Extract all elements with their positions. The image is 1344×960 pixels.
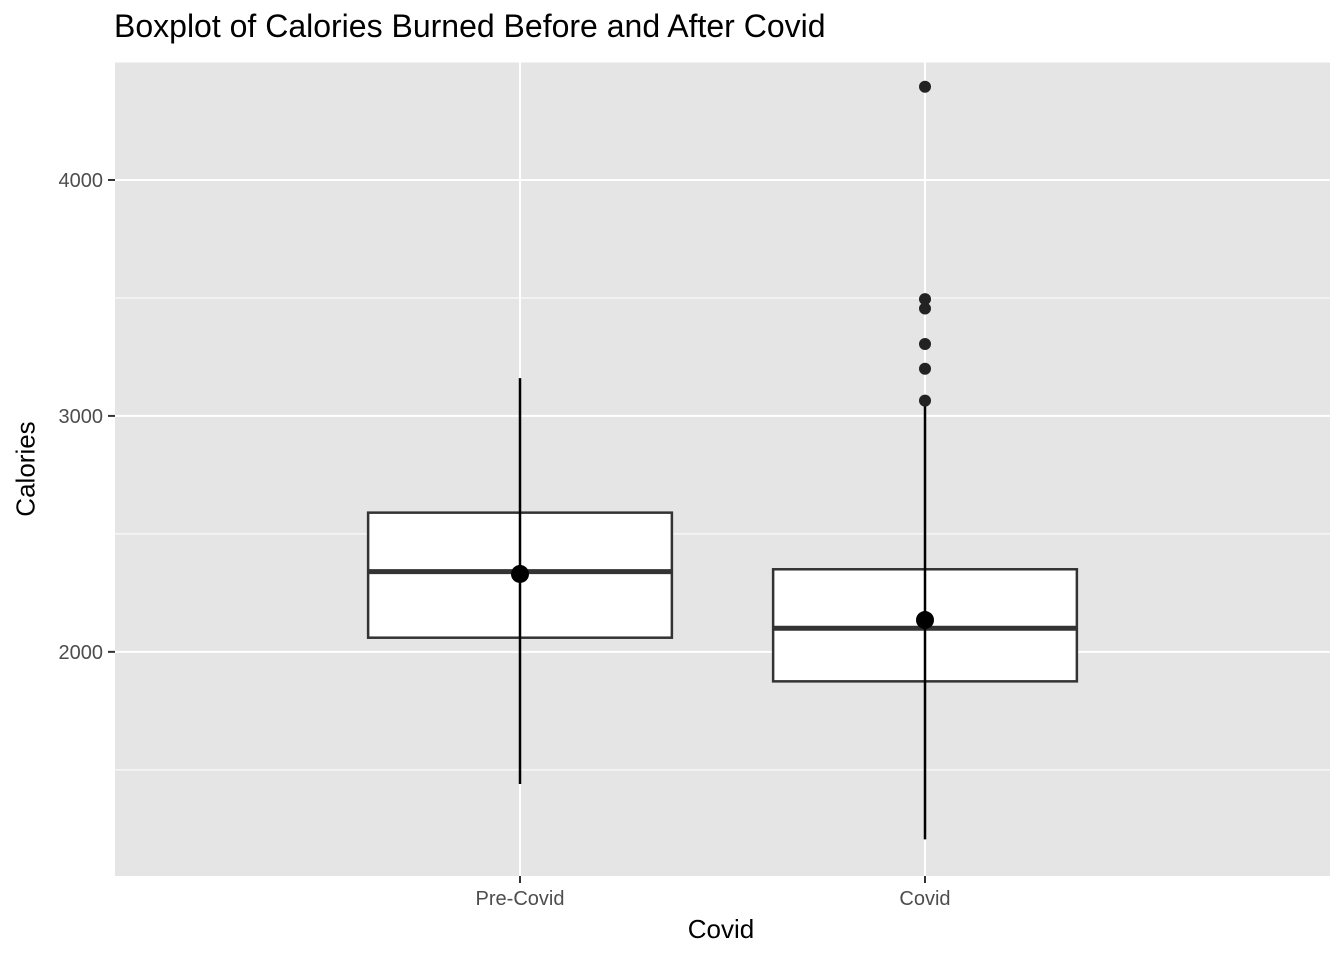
plot-panel bbox=[115, 62, 1330, 876]
x-tick-label: Covid bbox=[899, 888, 950, 910]
mean-point bbox=[916, 611, 934, 630]
x-tick-label: Pre-Covid bbox=[476, 888, 565, 910]
y-tick-label: 3000 bbox=[59, 406, 104, 428]
x-axis: Pre-Covid Covid bbox=[476, 876, 951, 910]
outlier-point bbox=[919, 302, 931, 315]
mean-point bbox=[511, 564, 529, 583]
y-tick-label: 2000 bbox=[59, 642, 104, 664]
outlier-point bbox=[919, 337, 931, 350]
outlier-point bbox=[919, 362, 931, 375]
box-covid bbox=[771, 80, 1079, 840]
box-pre-covid bbox=[366, 378, 674, 784]
y-tick-label: 4000 bbox=[59, 170, 104, 192]
chart-title: Boxplot of Calories Burned Before and Af… bbox=[114, 8, 826, 44]
outlier-point bbox=[919, 293, 931, 306]
outlier-point bbox=[919, 394, 931, 407]
x-axis-title: Covid bbox=[687, 914, 755, 944]
y-axis: 2000 3000 4000 bbox=[59, 170, 115, 664]
box-group bbox=[366, 80, 1079, 840]
outlier-point bbox=[919, 80, 931, 93]
minor-gridlines bbox=[115, 61, 1330, 771]
